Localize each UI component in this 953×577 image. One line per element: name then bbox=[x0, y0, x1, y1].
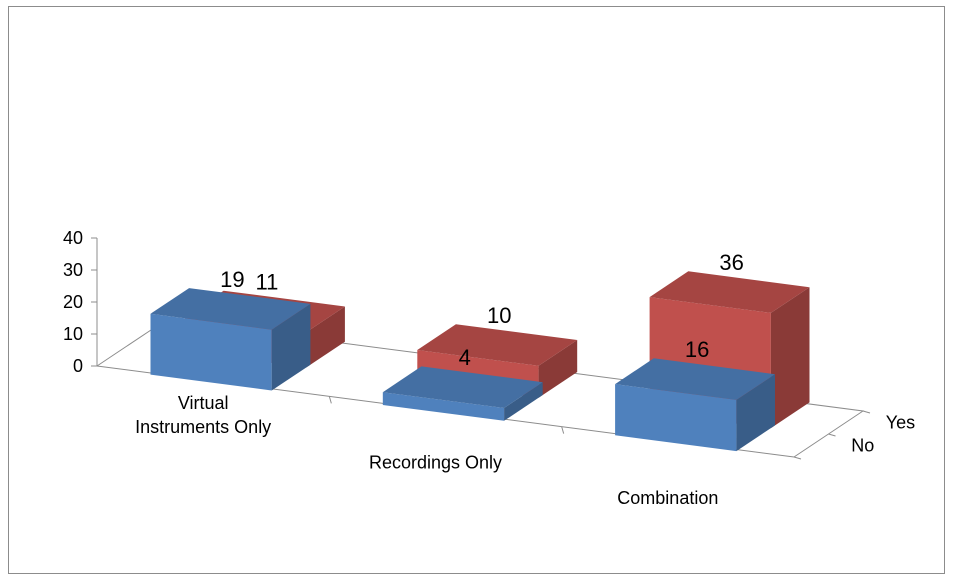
category-label: Recordings Only bbox=[369, 453, 502, 473]
bar-side-no bbox=[271, 303, 311, 391]
data-label: 16 bbox=[685, 337, 709, 362]
depth-tick bbox=[793, 456, 802, 460]
x-tick bbox=[561, 426, 565, 434]
bar-side-no bbox=[736, 374, 775, 452]
bar-top-yes bbox=[417, 324, 578, 366]
bar-top-yes bbox=[649, 271, 810, 313]
bar-side-yes bbox=[770, 287, 810, 429]
bar-front-no bbox=[382, 392, 505, 421]
chart-plot: 0 10 20 30 40 No Yes Virtual Instruments Only Rec… bbox=[63, 228, 915, 508]
bar-top-no bbox=[615, 358, 775, 400]
data-label: 10 bbox=[487, 303, 511, 328]
bar-side-yes bbox=[538, 340, 578, 398]
data-label: 19 bbox=[220, 267, 244, 292]
depth-tick bbox=[862, 410, 871, 414]
chart-frame: 0 10 20 30 40 No Yes Virtual Instruments Only Rec… bbox=[8, 6, 945, 574]
y-tick-label: 30 bbox=[63, 260, 83, 280]
data-label: 36 bbox=[719, 250, 743, 275]
data-label: 11 bbox=[255, 269, 278, 294]
series-axis-label: No bbox=[851, 436, 874, 456]
y-tick-label: 10 bbox=[63, 324, 83, 344]
data-label: 4 bbox=[459, 345, 471, 370]
bar-top-no bbox=[382, 366, 543, 408]
series-axis-label: Yes bbox=[886, 413, 915, 433]
category-label: Virtual bbox=[178, 393, 229, 413]
depth-tick bbox=[828, 433, 836, 437]
category-label: Instruments Only bbox=[135, 417, 271, 437]
y-tick-label: 20 bbox=[63, 292, 83, 312]
bar-side-no bbox=[504, 382, 543, 421]
bar-front-no bbox=[615, 384, 737, 452]
x-tick bbox=[328, 396, 332, 404]
bar-side-yes bbox=[306, 306, 345, 368]
category-label: Combination bbox=[617, 488, 718, 508]
y-tick-label: 40 bbox=[63, 228, 83, 248]
y-tick-label: 0 bbox=[73, 356, 83, 376]
bar-top-no bbox=[150, 288, 311, 330]
bar-front-no bbox=[150, 313, 272, 391]
